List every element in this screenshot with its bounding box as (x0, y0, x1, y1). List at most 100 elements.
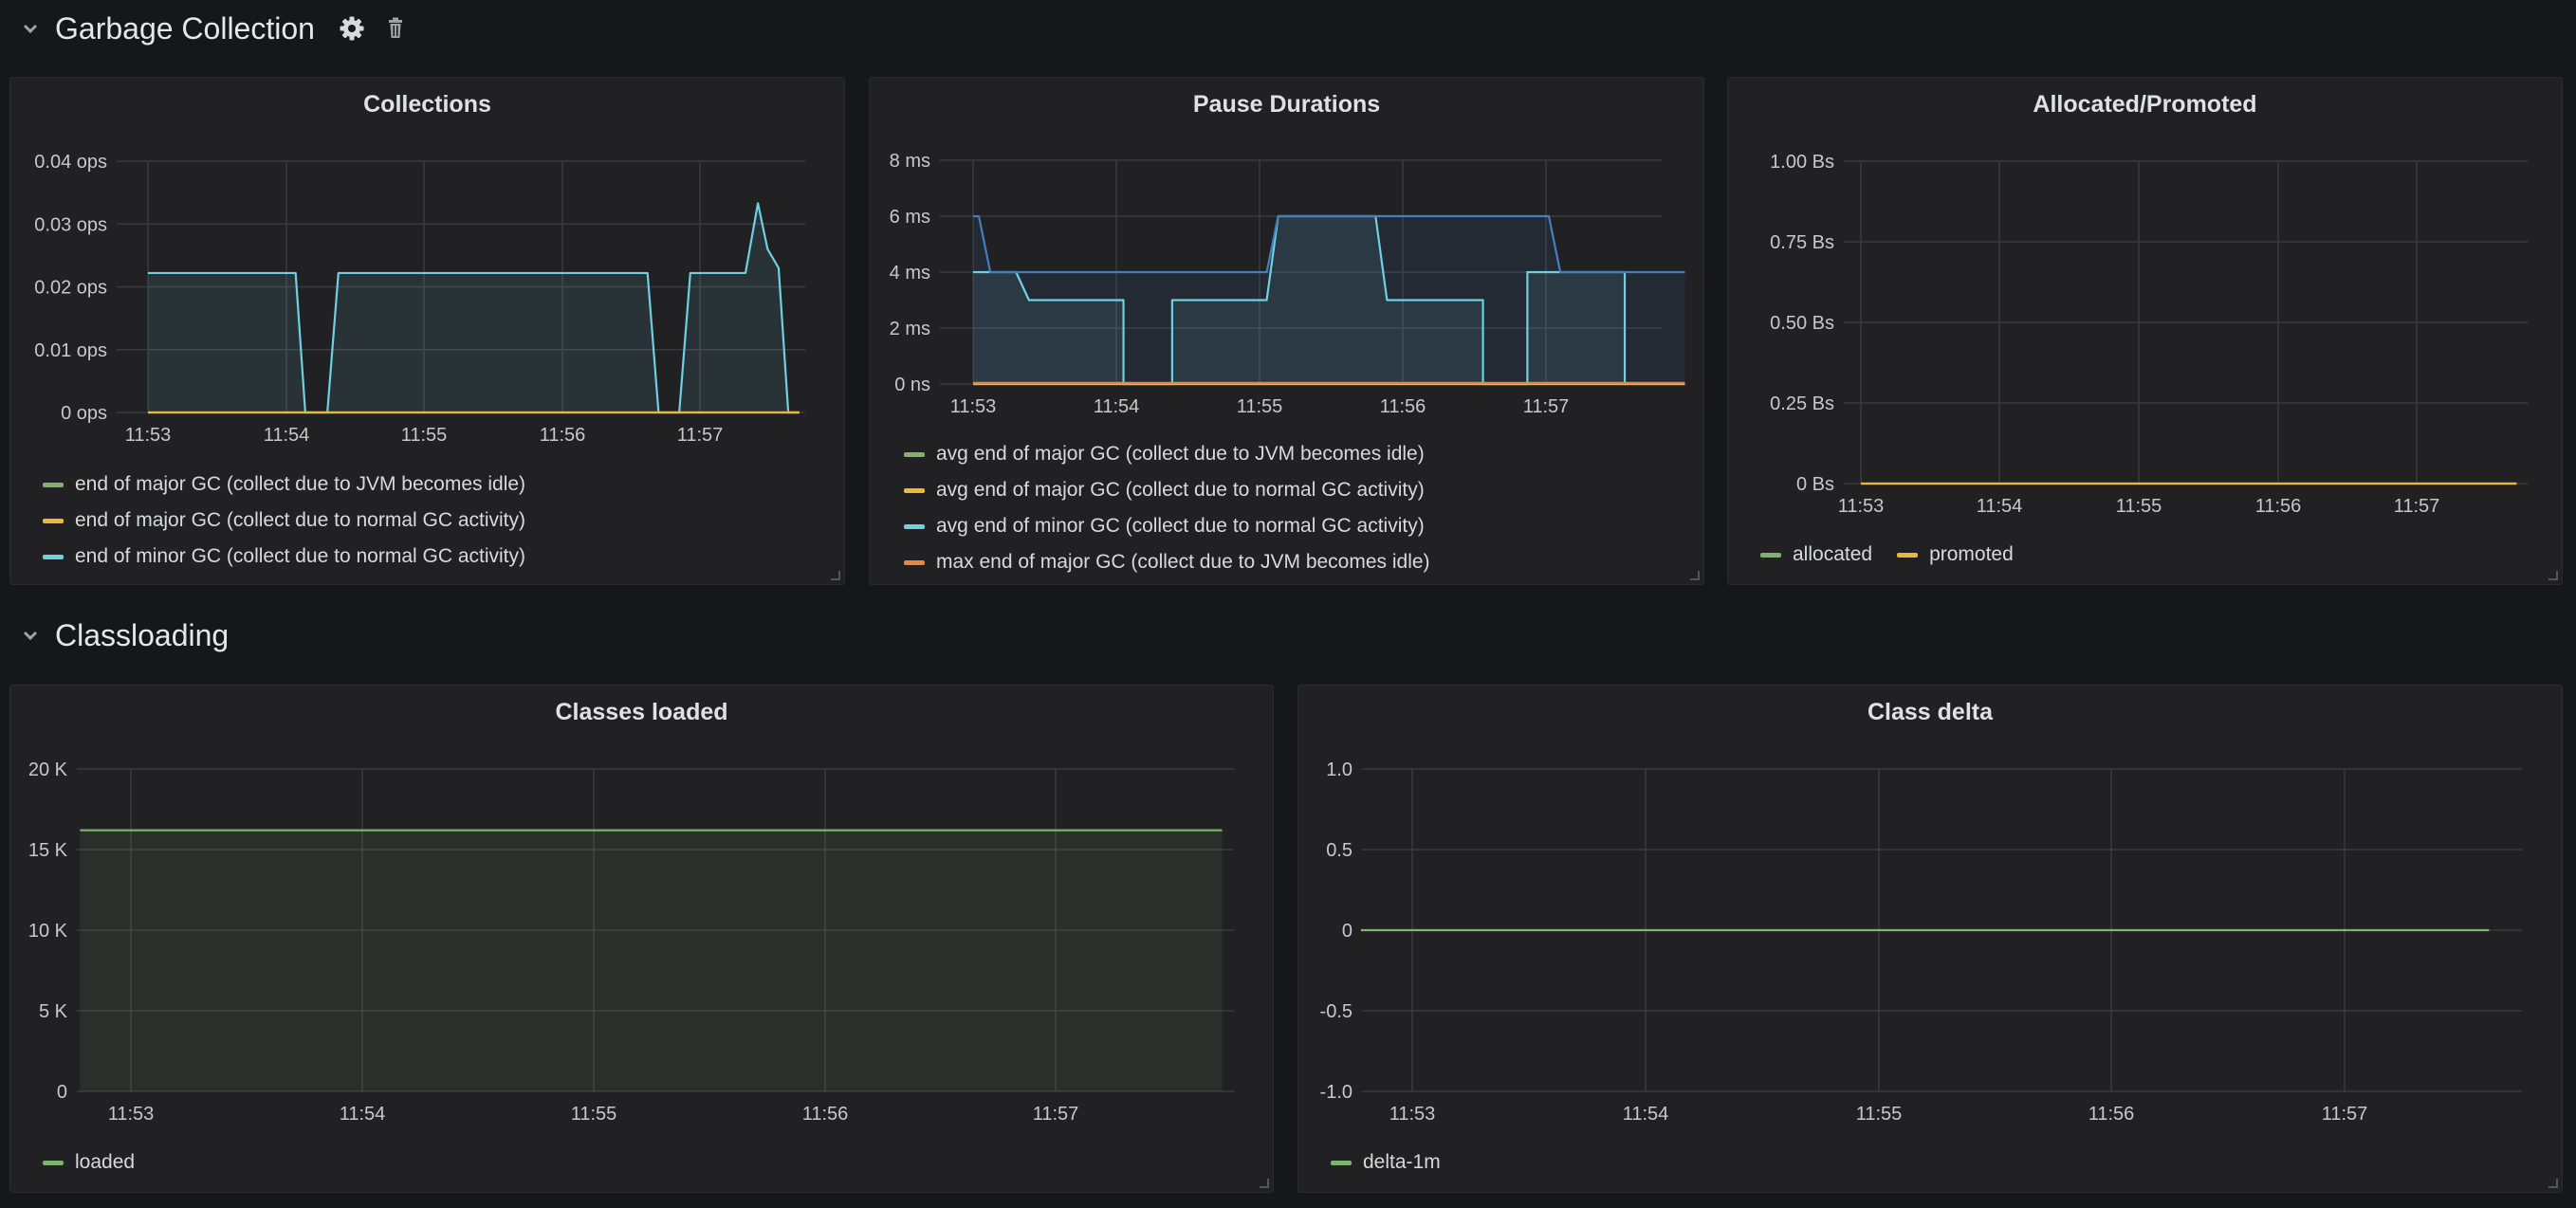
y-tick-label: 2 ms (890, 319, 930, 339)
series-area (973, 216, 1685, 384)
trash-icon[interactable] (381, 14, 410, 43)
y-tick-label: 6 ms (890, 207, 930, 228)
panel-title[interactable]: Allocated/Promoted (2033, 91, 2257, 118)
legend-swatch (43, 518, 64, 523)
y-tick-label: 0 (57, 1082, 67, 1103)
legend-swatch (43, 554, 64, 559)
resize-handle[interactable] (2548, 571, 2558, 580)
resize-handle[interactable] (831, 571, 840, 580)
legend-item[interactable]: end of major GC (collect due to JVM beco… (43, 467, 525, 503)
legend-swatch (1897, 552, 1919, 558)
x-tick-label: 11:56 (802, 1104, 849, 1125)
legend-item[interactable]: end of minor GC (collect due to normal G… (43, 539, 525, 575)
x-tick-label: 11:57 (1523, 396, 1570, 417)
panel-title[interactable]: Pause Durations (1192, 91, 1381, 118)
legend-item[interactable]: avg end of minor GC (collect due to norm… (904, 508, 1430, 544)
resize-handle[interactable] (1690, 571, 1700, 580)
y-tick-label: 10 K (28, 921, 68, 942)
y-tick-label: 20 K (28, 760, 68, 780)
legend-swatch (904, 487, 925, 493)
x-tick-label: 11:53 (1838, 496, 1885, 517)
y-tick-label: 0.01 ops (34, 340, 107, 361)
y-tick-label: 0 ns (894, 375, 930, 395)
legend-label: avg end of minor GC (collect due to norm… (936, 515, 1425, 537)
series-area (973, 216, 1626, 384)
legend-item[interactable]: avg end of major GC (collect due to JVM … (904, 436, 1430, 472)
series-area (80, 830, 1223, 1091)
y-tick-label: 0.5 (1326, 840, 1352, 861)
x-tick-label: 11:55 (571, 1104, 617, 1125)
legend-item[interactable]: delta-1m (1331, 1144, 1441, 1181)
panel-title[interactable]: Class delta (1867, 699, 1993, 725)
legend: loaded (43, 1144, 135, 1181)
x-tick-label: 11:54 (340, 1104, 386, 1125)
legend-label: max end of major GC (collect due to JVM … (936, 551, 1430, 573)
y-tick-label: 1.00 Bs (1770, 152, 1834, 173)
resize-handle[interactable] (1260, 1179, 1269, 1188)
legend-label: allocated (1793, 543, 1873, 565)
y-tick-label: 8 ms (890, 151, 930, 172)
x-tick-label: 11:57 (1033, 1104, 1079, 1125)
row-title[interactable]: Garbage Collection (55, 10, 315, 46)
gear-icon[interactable] (338, 14, 366, 43)
x-tick-label: 11:54 (1977, 496, 2023, 517)
y-tick-label: 0.02 ops (34, 278, 107, 299)
panel-pause-durations: Pause Durations 0 ns 2 ms 4 ms 6 ms 8 ms 11:5… (869, 77, 1704, 585)
y-tick-label: 0.75 Bs (1770, 232, 1834, 253)
x-tick-label: 11:53 (950, 396, 997, 417)
series-area (148, 203, 800, 412)
y-tick-label: 15 K (28, 840, 68, 861)
legend-label: end of minor GC (collect due to normal G… (75, 545, 526, 567)
legend-swatch (904, 523, 925, 529)
x-tick-label: 11:57 (677, 425, 724, 446)
row-title[interactable]: Classloading (55, 617, 230, 652)
legend: avg end of major GC (collect due to JVM … (904, 436, 1430, 580)
y-tick-label: 4 ms (890, 263, 930, 284)
y-tick-label: 0.04 ops (34, 152, 107, 173)
panel-class-delta: Class delta -1.0 -0.5 0 0.5 1.0 11:53 11:54 11:… (1297, 685, 2563, 1193)
legend-item[interactable]: loaded (43, 1144, 135, 1181)
panel-title[interactable]: Classes loaded (555, 699, 728, 725)
x-tick-label: 11:55 (1856, 1104, 1903, 1125)
legend: end of major GC (collect due to JVM beco… (43, 467, 525, 575)
y-tick-label: 1.0 (1326, 760, 1352, 780)
allocated-promoted-chart: 0 Bs 0.25 Bs 0.50 Bs 0.75 Bs 1.00 Bs 11:53 11:… (1770, 152, 2528, 517)
y-tick-label: 0 Bs (1796, 474, 1834, 495)
x-tick-label: 11:53 (1389, 1104, 1436, 1125)
legend-item[interactable]: promoted (1897, 537, 2014, 573)
pause-durations-chart: 0 ns 2 ms 4 ms 6 ms 8 ms 11:53 11:54 11:55 11:56… (890, 151, 1685, 417)
y-tick-label: 0.25 Bs (1770, 394, 1834, 414)
legend-item[interactable]: avg end of major GC (collect due to norm… (904, 472, 1430, 508)
y-tick-label: 0 (1342, 921, 1352, 942)
legend: allocated promoted (1760, 537, 2038, 573)
x-tick-label: 11:54 (1094, 396, 1140, 417)
classes-loaded-chart: 0 5 K 10 K 15 K 20 K 11:53 11:54 11:55 11:56 11:5… (28, 760, 1234, 1125)
resize-handle[interactable] (2548, 1179, 2558, 1188)
x-tick-label: 11:56 (2255, 496, 2302, 517)
legend-item[interactable]: max end of major GC (collect due to JVM … (904, 544, 1430, 580)
legend-swatch (904, 559, 925, 565)
row-header-garbage-collection: Garbage Collection (0, 0, 410, 57)
chevron-down-icon[interactable] (21, 19, 40, 38)
x-tick-label: 11:53 (108, 1104, 155, 1125)
y-tick-label: 0 ops (61, 403, 107, 424)
collections-chart: 0 ops 0.01 ops 0.02 ops 0.03 ops 0.04 ops 11:… (34, 152, 805, 446)
legend-swatch (904, 451, 925, 457)
x-tick-label: 11:57 (2394, 496, 2440, 517)
x-tick-label: 11:57 (2322, 1104, 2368, 1125)
y-tick-label: -0.5 (1320, 1001, 1352, 1022)
x-tick-label: 11:55 (2116, 496, 2162, 517)
legend-label: avg end of major GC (collect due to JVM … (936, 443, 1425, 465)
legend-item[interactable]: end of major GC (collect due to normal G… (43, 503, 525, 539)
x-tick-label: 11:53 (125, 425, 172, 446)
class-delta-chart: -1.0 -0.5 0 0.5 1.0 11:53 11:54 11:55 11:56 11:57 (1320, 760, 2522, 1125)
legend-swatch (1331, 1160, 1352, 1165)
legend-label: loaded (75, 1151, 136, 1173)
panel-title[interactable]: Collections (363, 91, 491, 118)
legend-item[interactable]: allocated (1760, 537, 1872, 573)
legend-swatch (1760, 552, 1781, 558)
legend-label: delta-1m (1363, 1151, 1441, 1173)
legend-label: end of major GC (collect due to normal G… (75, 509, 526, 531)
legend-label: end of major GC (collect due to JVM beco… (75, 473, 526, 495)
chevron-down-icon[interactable] (21, 626, 40, 645)
